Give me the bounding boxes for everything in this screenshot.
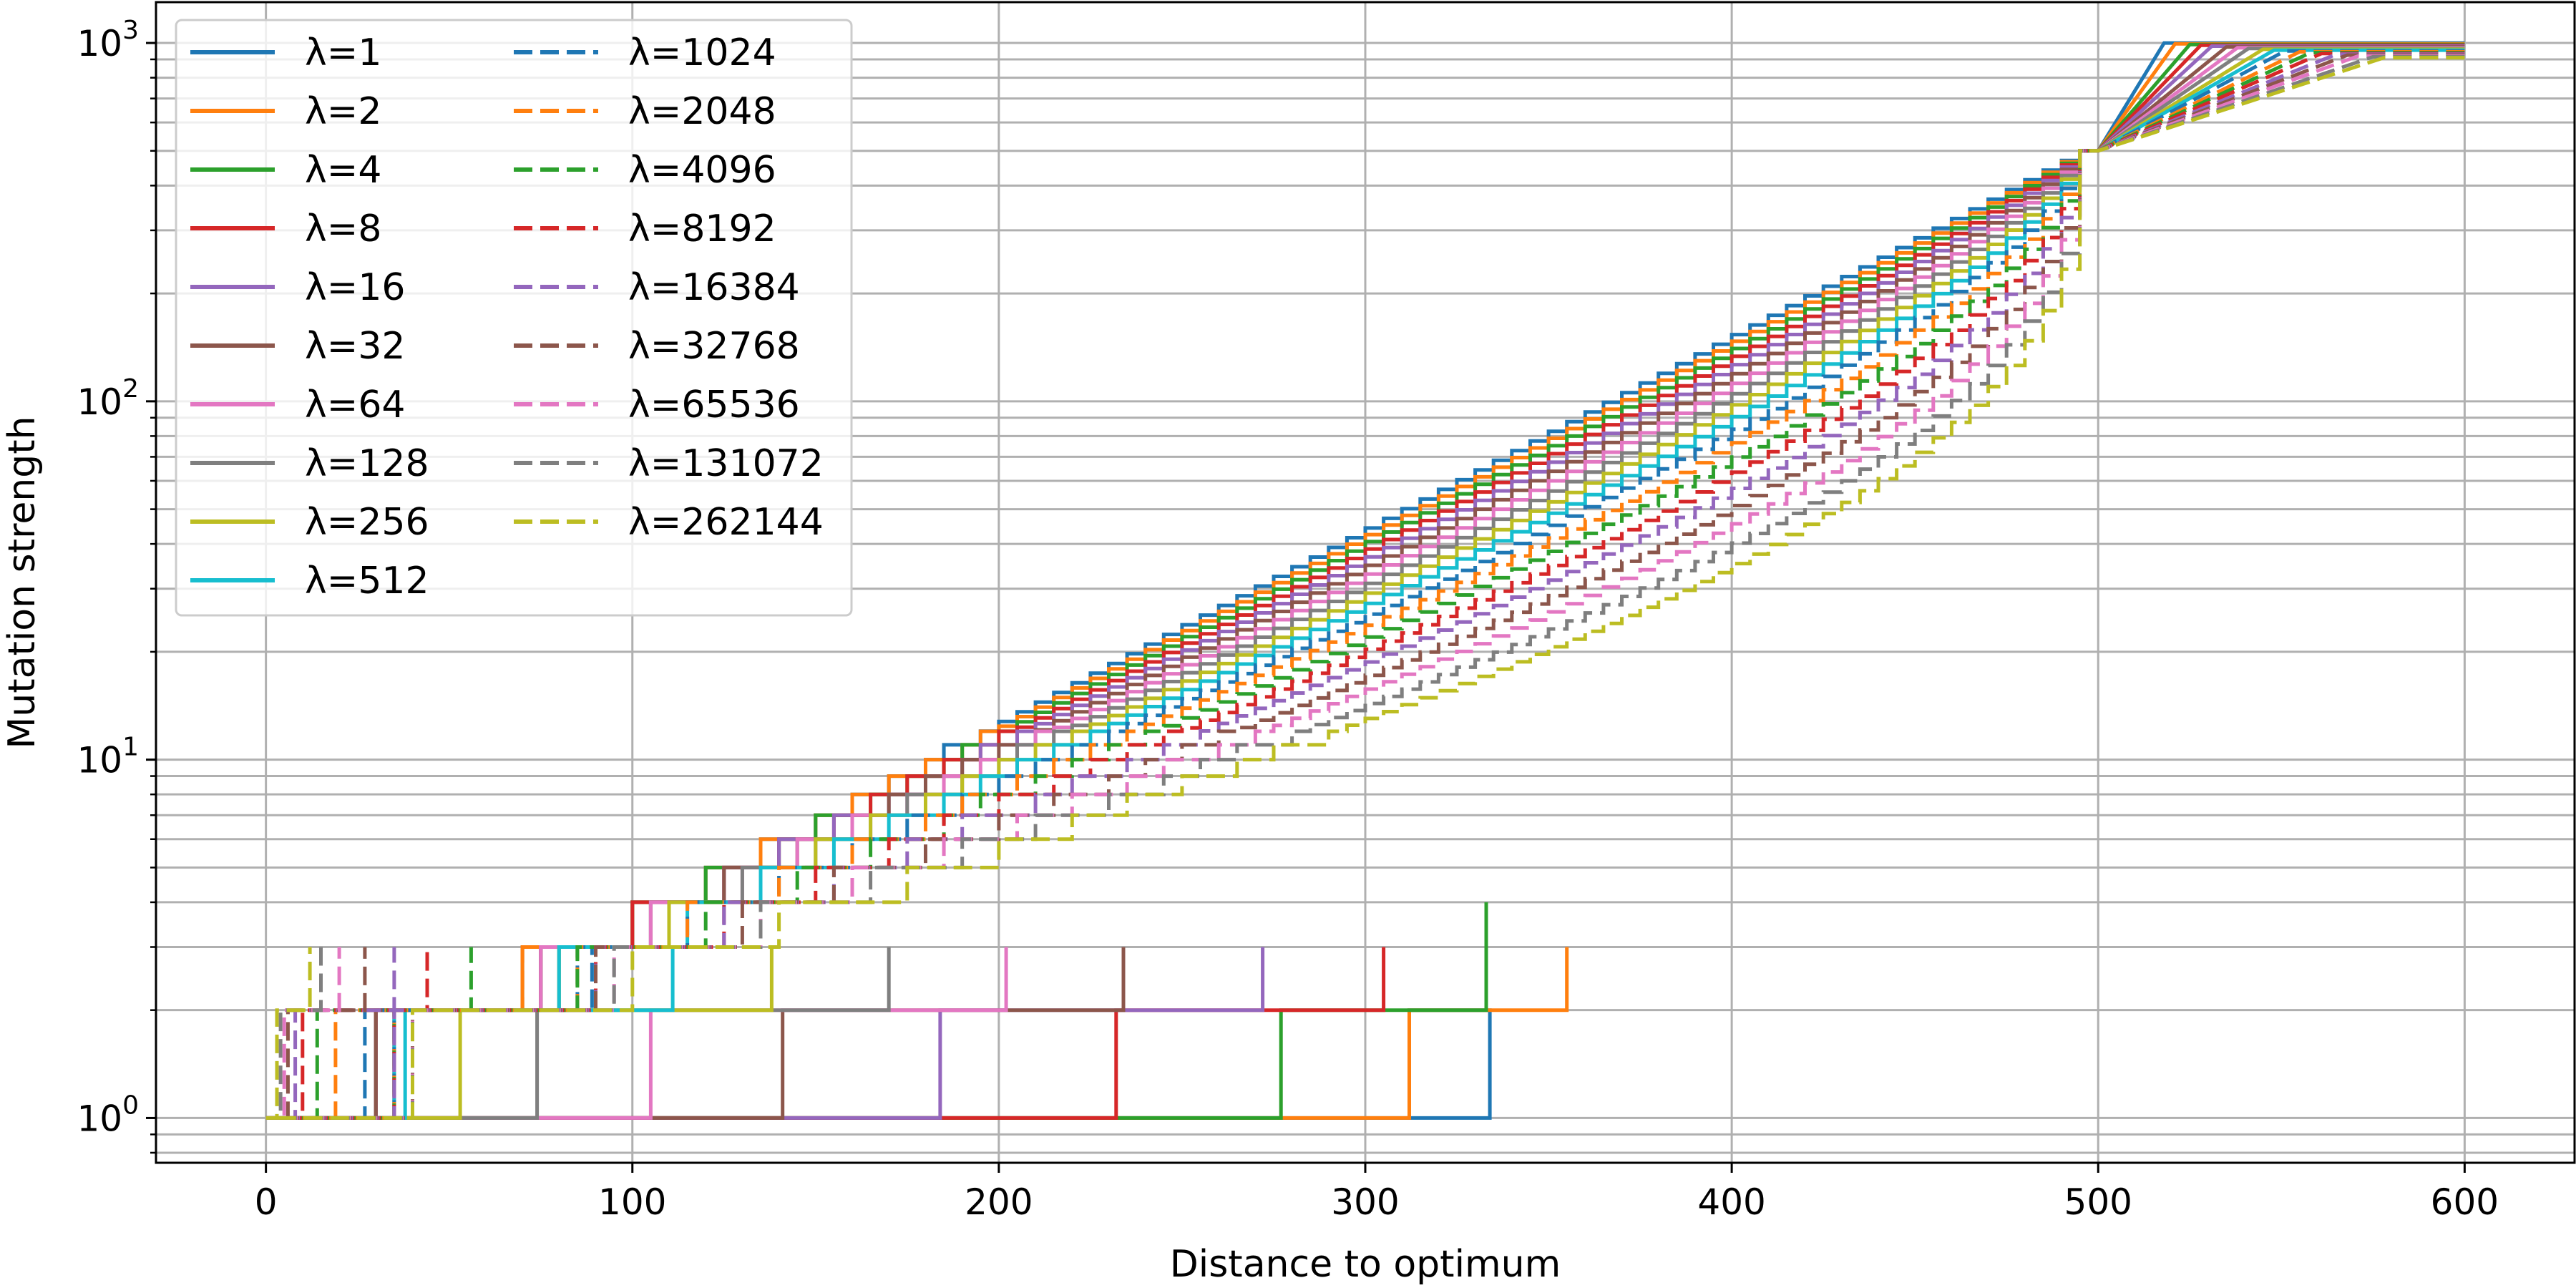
x-tick-label: 400 [1697, 1181, 1765, 1223]
y-axis-ticks: 100 101 102 103 [77, 16, 156, 1154]
x-tick-label: 200 [965, 1181, 1033, 1223]
y-tick-label: 102 [77, 374, 139, 423]
legend-label: λ=4096 [628, 149, 776, 192]
legend-box [175, 19, 853, 617]
legend-label: λ=256 [305, 501, 429, 544]
legend-label: λ=512 [305, 560, 429, 602]
legend-label: λ=4 [305, 149, 381, 192]
legend-label: λ=8192 [628, 208, 776, 250]
legend: λ=1 λ=2 λ=4 λ=8 λ=16 λ=32 λ=64 λ=128 λ=256 λ=512 λ… [175, 19, 853, 617]
x-axis-ticks: 0 100 200 300 400 500 600 [255, 1163, 2499, 1223]
legend-label: λ=1 [305, 31, 381, 74]
legend-label: λ=32 [305, 325, 406, 368]
series-lines [265, 41, 2465, 1120]
y-tick-label: 100 [77, 1091, 139, 1139]
y-axis-label: Mutation strength [1, 416, 44, 748]
legend-label: λ=2 [305, 90, 381, 133]
series-line-19 [265, 56, 2465, 1120]
y-tick-label: 103 [77, 16, 139, 64]
legend-label: λ=131072 [628, 442, 824, 485]
legend-label: λ=128 [305, 442, 429, 485]
series-line-16 [265, 53, 2465, 1120]
y-tick-label: 101 [77, 733, 139, 781]
legend-label: λ=1024 [628, 31, 776, 74]
x-tick-label: 300 [1331, 1181, 1399, 1223]
x-tick-label: 100 [598, 1181, 666, 1223]
legend-label: λ=16 [305, 266, 406, 309]
series-line-13 [265, 51, 2465, 1120]
x-axis-label: Distance to optimum [1170, 1243, 1561, 1286]
x-tick-label: 0 [255, 1181, 278, 1223]
x-tick-label: 600 [2431, 1181, 2499, 1223]
legend-label: λ=262144 [628, 501, 824, 544]
legend-label: λ=32768 [628, 325, 800, 368]
legend-label: λ=16384 [628, 266, 800, 309]
legend-label: λ=64 [305, 384, 406, 426]
legend-label: λ=8 [305, 208, 381, 250]
legend-label: λ=65536 [628, 384, 800, 426]
x-tick-label: 500 [2064, 1181, 2132, 1223]
series-line-14 [265, 52, 2465, 1120]
legend-label: λ=2048 [628, 90, 776, 133]
series-line-15 [265, 52, 2465, 1120]
